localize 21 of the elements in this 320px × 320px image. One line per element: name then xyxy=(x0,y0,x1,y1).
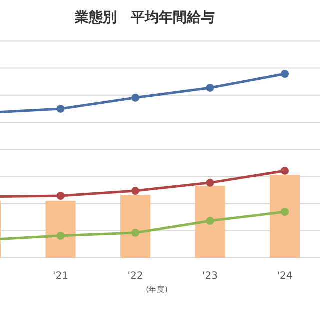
point xyxy=(132,228,140,237)
x-tick-label: '22 xyxy=(128,271,144,282)
point xyxy=(56,104,65,113)
point xyxy=(56,192,65,200)
bar xyxy=(195,186,226,258)
point xyxy=(56,232,65,240)
point xyxy=(132,94,140,102)
point xyxy=(132,187,140,196)
point xyxy=(281,166,289,175)
point xyxy=(281,70,289,78)
point xyxy=(206,217,214,226)
x-tick-label: '23 xyxy=(202,271,218,282)
bar xyxy=(46,200,76,258)
bar xyxy=(270,175,300,258)
point xyxy=(281,208,289,216)
chart-title: 業態別 平均年間給与 xyxy=(74,9,215,26)
point xyxy=(206,178,214,187)
bar xyxy=(120,195,150,258)
x-tick-label: '24 xyxy=(277,271,293,282)
x-tick-label: '21 xyxy=(53,271,68,282)
point xyxy=(206,84,214,92)
